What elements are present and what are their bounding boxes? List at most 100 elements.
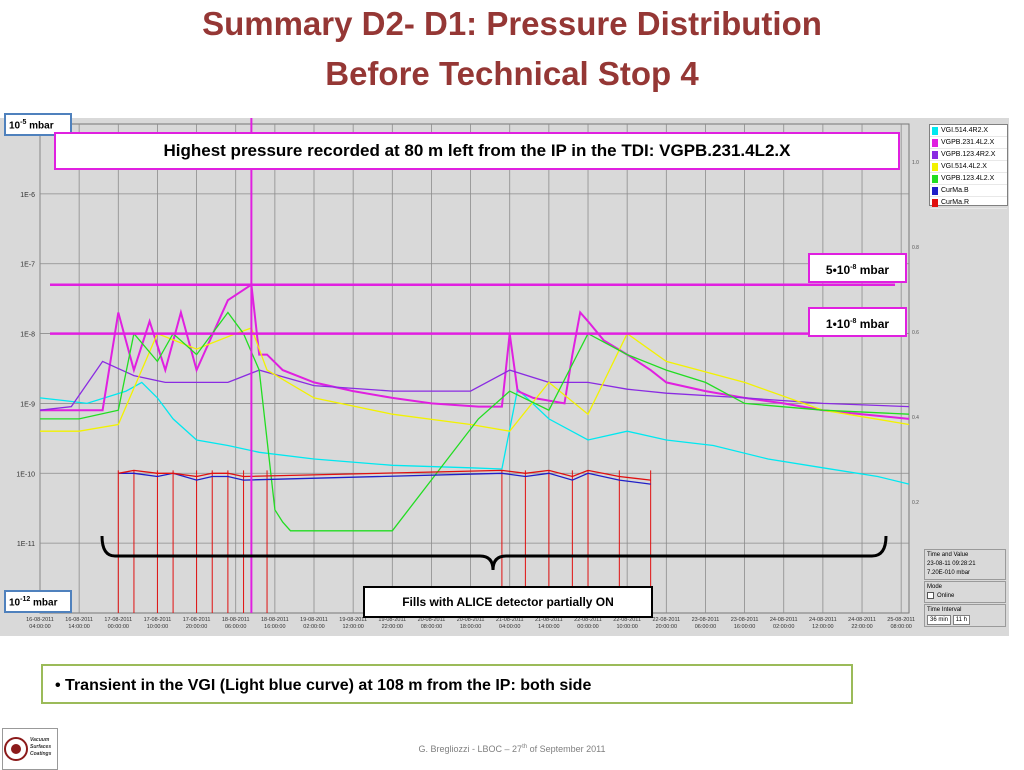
- logo-line-3: Coatings: [30, 751, 52, 757]
- legend-item[interactable]: VGPB.123.4R2.X: [930, 149, 1007, 161]
- x-tick-label-time: 02:00:00: [773, 624, 794, 630]
- x-tick-label-time: 10:00:00: [147, 624, 168, 630]
- legend-swatch: [932, 198, 938, 207]
- legend-swatch: [932, 138, 938, 147]
- x-tick-label-time: 18:00:00: [460, 624, 481, 630]
- interval-select[interactable]: 36 min: [927, 615, 952, 626]
- x-tick-label-date: 22-08-2011: [613, 617, 641, 623]
- x-tick-label-date: 21-08-2011: [496, 617, 524, 623]
- ymin-base: 10: [9, 597, 21, 609]
- level-5e-8-label: 5•10-8 mbar: [808, 253, 907, 283]
- x-tick-label-date: 20-08-2011: [418, 617, 446, 623]
- x-tick-label-time: 04:00:00: [29, 624, 50, 630]
- x-tick-label-date: 23-08-2011: [731, 617, 759, 623]
- y-tick-label: 1E-8: [20, 332, 35, 339]
- lvl5-mant: 5•10: [825, 263, 851, 277]
- x-tick-label-date: 18-08-2011: [261, 617, 289, 623]
- legend-swatch: [932, 150, 938, 159]
- legend-item[interactable]: VGPB.123.4L2.X: [930, 173, 1007, 185]
- x-tick-label-time: 20:00:00: [656, 624, 677, 630]
- x-tick-label-date: 16-08-2011: [26, 617, 54, 623]
- mode-group: Mode Online: [924, 581, 1006, 604]
- series-line: [39, 360, 910, 411]
- x-tick-label-time: 14:00:00: [68, 624, 89, 630]
- time-readout: 23-08-11 09:28:21: [927, 561, 976, 567]
- pressure-chart-window: 1E-6 1E-7 1E-8 1E-9 1E-10 1E-11 16-08-2011 04:0…: [0, 118, 1009, 636]
- x-tick-label-time: 14:00:00: [538, 624, 559, 630]
- x-tick-label-date: 17-08-2011: [144, 617, 172, 623]
- legend-swatch: [932, 162, 938, 171]
- series-line: [39, 381, 910, 485]
- x-tick-label-time: 08:00:00: [421, 624, 442, 630]
- slide-title: Summary D2- D1: Pressure Distribution: [202, 5, 822, 42]
- y-axis-min-label: 10-12 mbar: [4, 590, 72, 614]
- online-row[interactable]: Online: [927, 592, 1003, 601]
- x-tick-label-time: 22:00:00: [851, 624, 872, 630]
- scada-side-panel: Time and Value 23-08-11 09:28:21 7.20E-0…: [922, 548, 1008, 633]
- right-tick-label: 1.0: [912, 160, 919, 166]
- interval-select-2[interactable]: 11 h: [952, 615, 970, 626]
- x-tick-label-date: 22-08-2011: [652, 617, 680, 623]
- pressure-plot: 1E-61E-71E-81E-91E-101E-1116-08-201104:0…: [16, 118, 919, 630]
- footer-prefix: G. Bregliozzi - LBOC – 27: [418, 744, 523, 754]
- y-tick-label: 1E-6: [20, 192, 35, 199]
- legend-label: VGI.514.4L2.X: [941, 163, 987, 170]
- x-tick-label-date: 23-08-2011: [692, 617, 720, 623]
- legend-item[interactable]: VGI.514.4L2.X: [930, 161, 1007, 173]
- chart-legend: VGI.514.4R2.X VGPB.231.4L2.X VGPB.123.4R2.…: [929, 124, 1008, 209]
- x-tick-label-time: 06:00:00: [695, 624, 716, 630]
- ymax-base: 10: [9, 120, 21, 132]
- x-tick-label-time: 00:00:00: [577, 624, 598, 630]
- lvl1-exp: -8: [850, 318, 857, 325]
- right-tick-label: 0.6: [912, 330, 919, 336]
- x-tick-label-date: 19-08-2011: [378, 617, 406, 623]
- x-tick-label-date: 19-08-2011: [339, 617, 367, 623]
- logo-emblem-icon: [4, 737, 28, 761]
- x-tick-label-date: 24-08-2011: [770, 617, 798, 623]
- interval-group: Time Interval 36 min 11 h: [924, 604, 1006, 628]
- x-tick-label-date: 24-08-2011: [848, 617, 876, 623]
- x-tick-label-time: 16:00:00: [734, 624, 755, 630]
- mode-title: Mode: [927, 584, 943, 590]
- footer-suffix: of September 2011: [527, 744, 606, 754]
- x-tick-label-date: 19-08-2011: [300, 617, 328, 623]
- online-label: Online: [937, 593, 955, 600]
- fills-bracket: [100, 535, 888, 571]
- x-tick-label-time: 00:00:00: [108, 624, 129, 630]
- x-tick-label-date: 20-08-2011: [457, 617, 485, 623]
- x-tick-label-date: 18-08-2011: [222, 617, 250, 623]
- legend-label: VGI.514.4R2.X: [941, 127, 989, 134]
- lvl1-unit: mbar: [856, 317, 890, 331]
- value-readout: 7.20E-010 mbar: [927, 570, 971, 576]
- legend-swatch: [932, 126, 938, 135]
- x-tick-label-time: 06:00:00: [225, 624, 246, 630]
- y-tick-label: 1E-11: [17, 541, 35, 548]
- y-tick-label: 1E-9: [20, 401, 35, 408]
- x-tick-label-time: 08:00:00: [890, 624, 911, 630]
- fills-note-callout: Fills with ALICE detector partially ON: [363, 586, 653, 618]
- interval-title: Time Interval: [927, 607, 962, 614]
- footer-credit: G. Bregliozzi - LBOC – 27th of September…: [0, 744, 1024, 754]
- legend-label: CurMa.R: [941, 199, 970, 206]
- legend-item[interactable]: CurMa.B: [930, 185, 1007, 197]
- legend-item[interactable]: CurMa.R: [930, 197, 1007, 209]
- legend-swatch: [932, 186, 938, 195]
- plot-area: [39, 123, 910, 614]
- online-checkbox[interactable]: [927, 592, 934, 599]
- x-tick-label-time: 12:00:00: [812, 624, 833, 630]
- right-tick-label: 0.8: [912, 245, 919, 251]
- ymax-exp: -5: [20, 119, 27, 126]
- legend-item[interactable]: VGPB.231.4L2.X: [930, 137, 1007, 149]
- right-tick-label: 0.2: [912, 500, 919, 506]
- logo-line-1: Vacuum: [30, 737, 50, 743]
- x-tick-label-date: 24-08-2011: [809, 617, 837, 623]
- footer-sup: th: [522, 744, 528, 750]
- right-tick-label: 0.4: [912, 415, 919, 421]
- legend-swatch: [932, 174, 938, 183]
- ymin-unit: mbar: [30, 597, 58, 609]
- y-tick-label: 1E-10: [16, 471, 35, 478]
- x-tick-label-date: 21-08-2011: [535, 617, 563, 623]
- legend-item[interactable]: VGI.514.4R2.X: [930, 125, 1007, 137]
- x-tick-label-date: 17-08-2011: [183, 617, 211, 623]
- legend-label: VGPB.123.4R2.X: [941, 151, 996, 158]
